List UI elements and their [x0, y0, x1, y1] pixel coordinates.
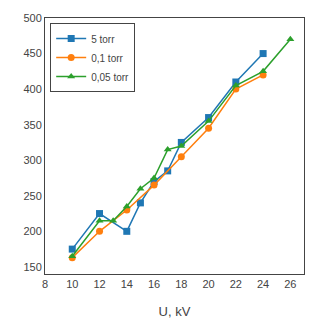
- svg-text:U, kV: U, kV: [159, 304, 191, 319]
- svg-text:20: 20: [202, 278, 214, 290]
- svg-text:0,05 torr: 0,05 torr: [91, 72, 129, 83]
- svg-text:250: 250: [23, 190, 41, 202]
- svg-text:150: 150: [23, 261, 41, 273]
- svg-text:24: 24: [257, 278, 269, 290]
- svg-text:0,1 torr: 0,1 torr: [91, 53, 123, 64]
- svg-text:350: 350: [23, 119, 41, 131]
- svg-text:5 torr: 5 torr: [91, 34, 115, 45]
- svg-text:8: 8: [42, 278, 48, 290]
- svg-text:14: 14: [121, 278, 133, 290]
- svg-text:450: 450: [23, 47, 41, 59]
- svg-text:500: 500: [23, 12, 41, 24]
- svg-text:16: 16: [148, 278, 160, 290]
- svg-text:22: 22: [230, 278, 242, 290]
- svg-text:18: 18: [175, 278, 187, 290]
- svg-text:200: 200: [23, 225, 41, 237]
- svg-text:400: 400: [23, 83, 41, 95]
- svg-text:26: 26: [284, 278, 296, 290]
- svg-text:12: 12: [93, 278, 105, 290]
- svg-text:300: 300: [23, 154, 41, 166]
- svg-text:10: 10: [66, 278, 78, 290]
